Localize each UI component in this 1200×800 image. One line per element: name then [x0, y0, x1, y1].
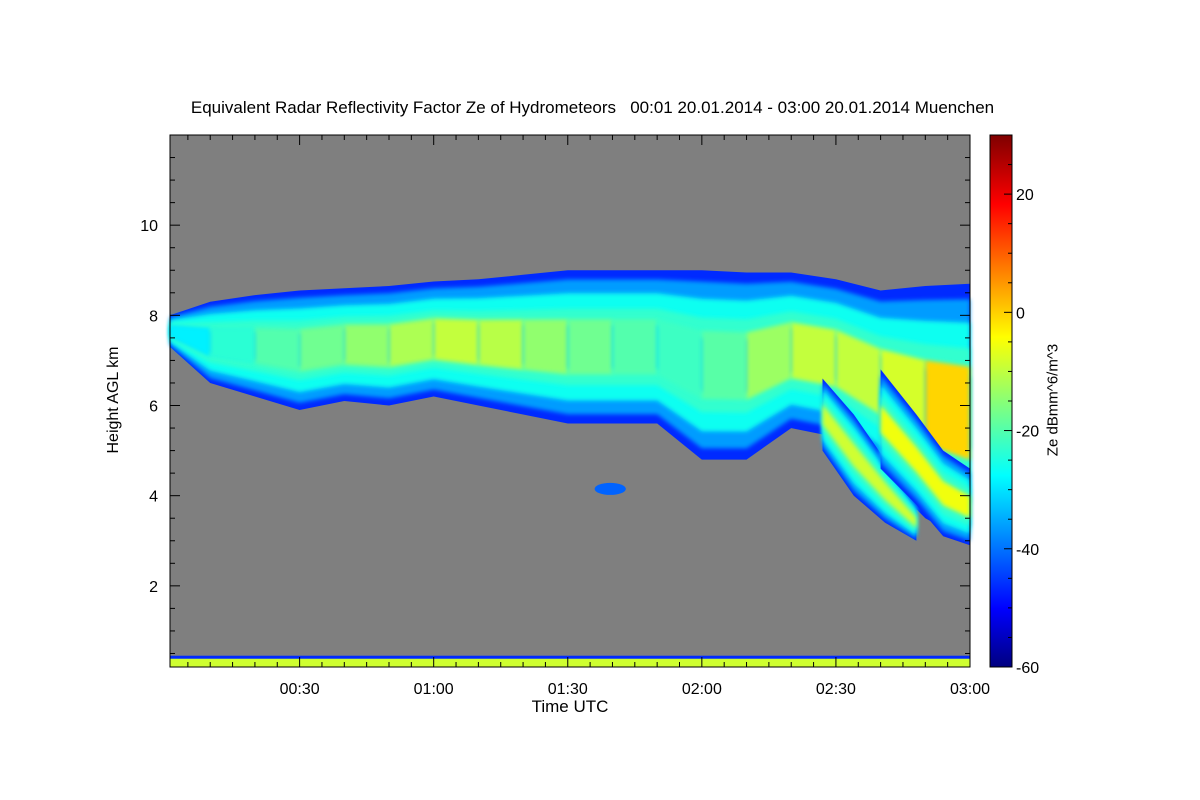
- cloud-core-segment: [701, 330, 747, 400]
- isolated-echo: [594, 482, 626, 495]
- y-tick-label: 4: [149, 489, 158, 506]
- colorbar-tick-label: -40: [1016, 542, 1039, 559]
- y-tick-label: 2: [149, 579, 158, 596]
- colorbar-tick-label: 0: [1016, 305, 1025, 322]
- y-tick-label: 10: [140, 218, 158, 235]
- cloud-core-segment: [344, 324, 389, 368]
- cloud-core-segment: [299, 324, 345, 372]
- x-tick-label: 02:30: [816, 681, 856, 698]
- cloud-core-segment: [746, 322, 792, 400]
- virga-0-level-4: [822, 404, 917, 528]
- chart-title: Equivalent Radar Reflectivity Factor Ze …: [190, 98, 995, 117]
- y-tick-label: 8: [149, 308, 158, 325]
- cloud-core-segment: [170, 325, 211, 357]
- cloud-core-segment: [210, 327, 255, 364]
- virga-1-level-4: [880, 405, 970, 518]
- cloud-core-segment: [523, 319, 568, 375]
- cloud-core-segment: [254, 327, 300, 372]
- cloud-core-segment: [433, 318, 479, 366]
- x-tick-label: 01:00: [414, 681, 454, 698]
- cloud-core-segment: [925, 360, 970, 461]
- x-tick-label: 00:30: [280, 681, 320, 698]
- cloud-core-segment: [567, 319, 613, 375]
- cloud-core-segment: [612, 319, 658, 375]
- colorbar-tick-label: -60: [1016, 660, 1039, 677]
- cloud-core-segment: [389, 318, 434, 368]
- cloud-core-segment: [835, 329, 881, 415]
- cloud-core-segment: [657, 319, 702, 399]
- colorbar-tick-label: 20: [1016, 187, 1034, 204]
- x-tick-label: 02:00: [682, 681, 722, 698]
- surface-layer: [170, 658, 970, 667]
- x-tick-label: 03:00: [950, 681, 990, 698]
- y-tick-label: 6: [149, 399, 158, 416]
- cloud-core-segment: [478, 319, 524, 370]
- colorbar-tick-label: -20: [1016, 424, 1039, 441]
- x-tick-label: 01:30: [548, 681, 588, 698]
- plot-frame: [169, 134, 971, 668]
- x-axis-label: Time UTC: [531, 697, 609, 716]
- cloud-core-segment: [791, 322, 836, 387]
